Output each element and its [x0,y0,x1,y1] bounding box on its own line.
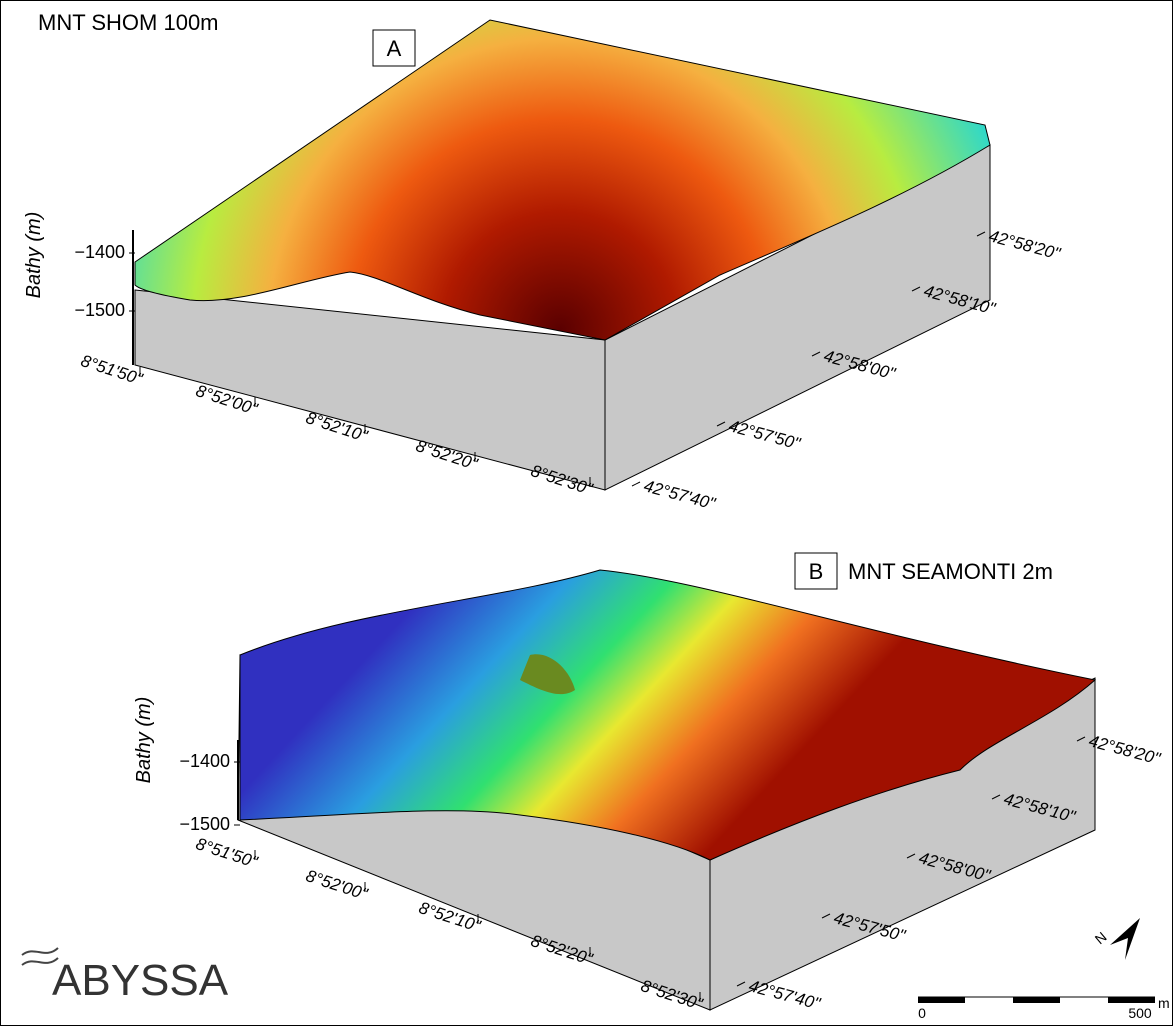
logo: ABYSSA [22,948,229,1005]
axis-label: Bathy (m) [133,697,155,784]
panel-letter: B [809,559,824,584]
scale-end: 500 [1128,1005,1152,1021]
panel-title: MNT SEAMONTI 2m [848,559,1053,584]
depth-tick: −1500 [179,814,230,834]
depth-tick: −1500 [74,300,125,320]
panel-title: MNT SHOM 100m [38,10,219,35]
logo-text: ABYSSA [52,956,229,1005]
depth-tick: −1400 [74,242,125,262]
scale-unit: m [1158,995,1170,1011]
depth-tick: −1400 [179,751,230,771]
figure: MNT SHOM 100m A Bathy (m) −1400 −1500 B … [0,0,1173,1026]
axis-label: Bathy (m) [23,212,45,299]
scale-start: 0 [918,1005,926,1021]
panel-letter: A [387,36,402,61]
